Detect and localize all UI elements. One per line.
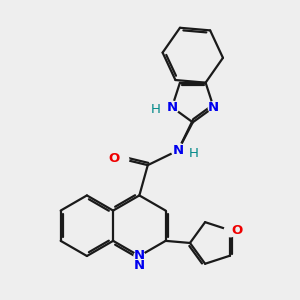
Text: N: N [172,144,184,157]
Text: N: N [167,101,178,114]
Text: O: O [231,224,242,237]
Text: N: N [134,260,145,272]
Text: H: H [150,103,160,116]
Text: H: H [189,147,199,160]
Text: O: O [109,152,120,165]
Text: N: N [134,250,145,262]
Text: N: N [208,101,219,114]
